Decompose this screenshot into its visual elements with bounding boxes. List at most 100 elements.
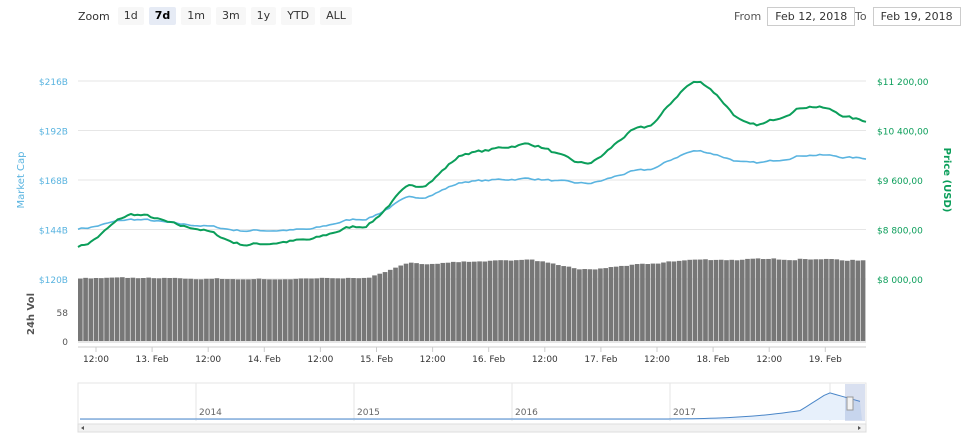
volume-bar — [156, 278, 162, 341]
scroll-right-arrow-icon — [858, 426, 861, 430]
volume-bar — [198, 279, 204, 341]
right-tick-label: $8 000,00 — [877, 276, 923, 286]
volume-bar — [172, 277, 178, 341]
volume-bar — [93, 277, 99, 341]
volume-bar — [345, 277, 351, 341]
volume-bar — [120, 277, 125, 341]
volume-bar — [813, 259, 819, 341]
x-tick-label: 12:00 — [307, 355, 333, 365]
volume-bar — [356, 278, 362, 341]
volume-bar — [577, 269, 582, 341]
x-tick-label: 19. Feb — [809, 355, 842, 365]
volume-bar — [802, 259, 808, 341]
zoom-button-ytd[interactable]: YTD — [281, 7, 316, 25]
volume-bar — [729, 259, 735, 341]
grid-lines — [78, 80, 866, 280]
x-tick-label: 15. Feb — [360, 355, 393, 365]
volume-bar — [209, 278, 214, 341]
volume-bar — [529, 259, 535, 341]
volume-bar — [708, 260, 714, 341]
volume-bar — [303, 278, 309, 341]
to-date-input[interactable]: Feb 19, 2018 — [872, 7, 961, 26]
volume-bar — [403, 263, 409, 341]
volume-bar — [655, 263, 661, 341]
volume-bar — [88, 278, 94, 341]
volume-bar — [251, 279, 257, 341]
volume-bar — [114, 277, 120, 341]
volume-bar — [461, 261, 467, 341]
volume-bar — [335, 278, 341, 341]
from-date-input[interactable]: Feb 12, 2018 — [767, 7, 856, 26]
volume-bar — [440, 262, 446, 341]
zoom-button-all[interactable]: ALL — [320, 7, 352, 25]
from-label: From — [734, 10, 762, 23]
right-tick-label: $8 800,00 — [877, 227, 923, 237]
volume-bar — [487, 260, 493, 341]
volume-bar — [550, 263, 556, 341]
market-cap-series-line — [77, 149, 867, 233]
x-tick-label: 16. Feb — [472, 355, 505, 365]
navigator-handle — [846, 396, 854, 411]
volume-bar — [818, 259, 824, 341]
volume-bar — [640, 263, 645, 341]
volume-bar — [587, 269, 593, 341]
volume-bar — [167, 278, 172, 341]
volume-bar — [477, 261, 482, 341]
volume-bar — [540, 261, 545, 341]
volume-bar — [792, 260, 798, 341]
volume-bar — [535, 261, 540, 341]
volume-bar — [183, 278, 188, 341]
navigator-scrollbar — [77, 423, 867, 433]
volume-bar — [298, 278, 304, 341]
volume-bar — [561, 266, 566, 341]
volume-bar — [162, 277, 167, 341]
volume-bar — [855, 260, 861, 341]
right-axis-title: Price (USD) — [941, 148, 952, 213]
volume-bar — [503, 260, 509, 341]
left-tick-label: $120B — [39, 276, 68, 286]
x-tick-label: 12:00 — [644, 355, 670, 365]
x-tick-label: 12:00 — [83, 355, 109, 365]
volume-bar — [498, 260, 503, 341]
volume-bar — [277, 279, 283, 341]
volume-bar — [829, 259, 834, 341]
volume-bar — [272, 279, 278, 341]
volume-bar — [151, 278, 157, 341]
left-axis-title: Market Cap — [16, 151, 27, 208]
volume-bar — [351, 278, 356, 341]
volume-bar — [676, 260, 682, 341]
volume-bar — [193, 279, 199, 341]
price-series-line — [77, 80, 867, 248]
volume-bar — [314, 278, 320, 341]
volume-bar — [860, 260, 866, 341]
volume-bar — [324, 277, 330, 341]
x-tick-label: 12:00 — [420, 355, 446, 365]
volume-bar — [508, 260, 514, 341]
volume-bar — [692, 259, 698, 341]
volume-bar — [450, 261, 456, 341]
zoom-button-7d[interactable]: 7d — [148, 7, 177, 25]
volume-bar — [781, 259, 787, 341]
volume-bar — [823, 258, 829, 341]
volume-tick-label: 0 — [62, 338, 68, 348]
navigator-selection — [845, 384, 865, 421]
volume-bar — [697, 259, 703, 341]
volume-bar — [661, 262, 666, 341]
zoom-button-1d[interactable]: 1d — [117, 7, 144, 25]
zoom-button-3m[interactable]: 3m — [215, 7, 246, 25]
date-range-to: To Feb 19, 2018 — [855, 7, 961, 26]
volume-bar — [776, 259, 782, 341]
volume-bar — [582, 269, 587, 341]
volume-bar — [619, 265, 624, 341]
zoom-button-1y[interactable]: 1y — [250, 7, 277, 25]
volume-bar — [514, 260, 519, 341]
zoom-button-group: 1d 7d 1m 3m 1y YTD ALL — [117, 7, 357, 25]
navigator-line — [80, 392, 861, 420]
volume-bar — [598, 268, 603, 341]
volume-bar — [435, 263, 440, 341]
zoom-button-1m[interactable]: 1m — [181, 7, 211, 25]
navigator-area — [80, 392, 862, 420]
volume-bar — [382, 272, 388, 341]
volume-bar — [608, 267, 614, 341]
